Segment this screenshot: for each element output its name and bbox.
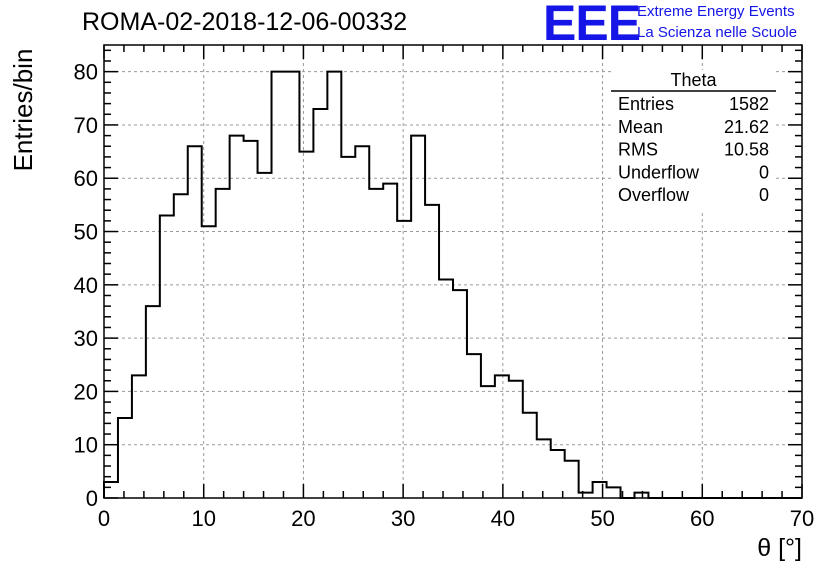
stats-box: Theta Entries 1582 Mean 21.62 RMS 10.58 Underfl… [611, 70, 776, 210]
logo-line-1: Extreme Energy Events [637, 3, 795, 20]
stats-label: Mean [618, 117, 663, 137]
histogram-bin [425, 205, 439, 498]
histogram-bin [132, 375, 146, 498]
histogram-bin [565, 461, 579, 498]
axes: 0 10 20 30 40 50 60 70 0 10 20 30 40 50 60 70 80 [74, 44, 814, 531]
chart-title: ROMA-02-2018-12-06-00332 [82, 8, 408, 36]
histogram-bin [523, 413, 537, 498]
histogram-bin [174, 194, 188, 498]
histogram-bin [397, 221, 411, 498]
histogram-bin [411, 136, 425, 498]
histogram-bin [579, 493, 593, 498]
logo-line-2: La Scienza nelle Scuole [637, 24, 798, 41]
y-tick-label: 40 [74, 273, 98, 298]
y-tick-label: 20 [74, 379, 98, 404]
x-tick-label: 70 [790, 506, 814, 531]
histogram-bin [272, 72, 286, 498]
stats-value: 21.62 [724, 117, 769, 137]
y-tick-label: 60 [74, 166, 98, 191]
stats-label: Overflow [618, 185, 690, 205]
plot-frame [103, 44, 803, 499]
histogram-bin [439, 279, 453, 498]
histogram-bin [355, 146, 369, 498]
histogram-bin [551, 450, 565, 498]
stats-label: RMS [618, 140, 658, 160]
histogram-bin [481, 386, 495, 498]
histogram-bin [258, 173, 272, 498]
x-tick-label: 30 [391, 506, 415, 531]
x-tick-label: 0 [98, 506, 110, 531]
stats-value: 0 [759, 185, 769, 205]
x-tick-label: 50 [590, 506, 614, 531]
histogram-bin [299, 152, 313, 498]
histogram-bin [369, 189, 383, 498]
histogram-bin [383, 184, 397, 498]
x-axis-label: θ [°] [757, 534, 802, 562]
histogram-bin [244, 141, 258, 498]
stats-title: Theta [670, 70, 717, 90]
stats-value: 10.58 [724, 140, 769, 160]
histogram-bin [341, 157, 355, 498]
x-tick-label: 60 [690, 506, 714, 531]
histogram-bin [230, 136, 244, 498]
y-tick-label: 80 [74, 60, 98, 85]
histogram-bin [607, 487, 621, 498]
histogram-bin [509, 381, 523, 498]
histogram-bin [313, 109, 327, 498]
stats-label: Underflow [618, 162, 700, 182]
histogram-bin [537, 439, 551, 498]
y-tick-label: 70 [74, 113, 98, 138]
x-tick-label: 10 [191, 506, 215, 531]
y-tick-label: 30 [74, 326, 98, 351]
stats-value: 1582 [729, 94, 769, 114]
stats-background [611, 70, 776, 210]
eee-logo: EEE [543, 0, 641, 51]
histogram-bin [467, 354, 481, 498]
histogram-bin [634, 493, 648, 498]
histogram-bin [495, 375, 509, 498]
histogram-bin [118, 418, 132, 498]
histogram-bin [453, 290, 467, 498]
stats-value: 0 [759, 162, 769, 182]
histogram-bin [160, 216, 174, 498]
histogram-bin [593, 482, 607, 498]
histogram-bin [285, 72, 299, 498]
histogram-bin [146, 306, 160, 498]
stats-label: Entries [618, 94, 674, 114]
x-tick-label: 40 [491, 506, 515, 531]
y-tick-label: 0 [86, 486, 98, 511]
x-tick-label: 20 [291, 506, 315, 531]
histogram-bin [188, 146, 202, 498]
histogram-bin [216, 189, 230, 498]
y-tick-label: 10 [74, 433, 98, 458]
histogram-bin [202, 226, 216, 498]
histogram-bin [327, 72, 341, 498]
y-tick-label: 50 [74, 220, 98, 245]
histogram-bin [104, 482, 118, 498]
